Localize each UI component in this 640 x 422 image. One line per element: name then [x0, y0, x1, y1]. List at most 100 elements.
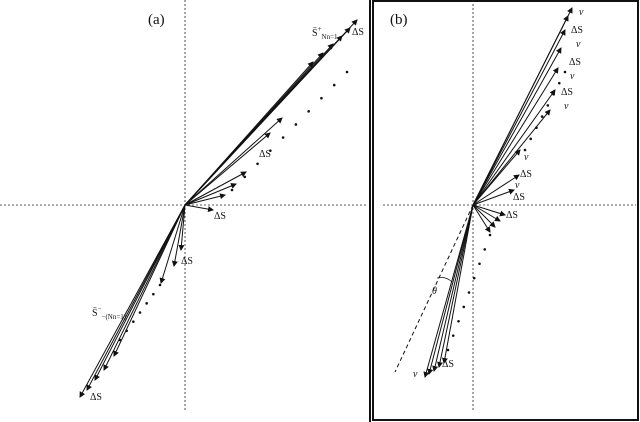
dot	[457, 319, 460, 323]
dot	[125, 329, 128, 333]
vector-arrow	[427, 204, 474, 375]
dot	[546, 104, 550, 107]
angle-label: θ	[432, 286, 437, 297]
vector-arrow	[184, 183, 237, 206]
vector-arrow	[472, 89, 556, 206]
delta-label: ΔS	[352, 27, 364, 38]
vector-label: S̄+Nn=1	[312, 25, 338, 41]
vector-arrow	[184, 132, 271, 206]
dot	[138, 311, 142, 314]
dot	[535, 126, 538, 130]
dot	[488, 233, 492, 237]
vector-arrow	[472, 15, 569, 206]
vector-arrow	[178, 204, 186, 251]
v-label: v	[413, 369, 418, 380]
dot	[118, 338, 122, 342]
dot	[557, 81, 561, 85]
dot	[132, 320, 135, 323]
vector-arrow	[171, 204, 186, 267]
vectors	[79, 7, 573, 398]
dot	[451, 334, 455, 337]
v-label: v	[576, 39, 581, 50]
label-sub: −(Nn=1)	[102, 313, 127, 321]
vector-arrow	[441, 204, 474, 364]
vector-arrow	[184, 204, 214, 213]
dot	[230, 188, 234, 192]
delta-label: ΔS	[259, 149, 271, 160]
vector-arrow	[472, 149, 521, 206]
dot	[472, 276, 476, 280]
vector-arrow	[472, 29, 566, 206]
dot	[256, 162, 259, 166]
delta-label: ΔS	[561, 87, 573, 98]
dot	[307, 110, 310, 113]
v-label: v	[524, 152, 529, 163]
dot	[483, 248, 487, 251]
dot	[145, 302, 148, 305]
v-label: v	[579, 7, 584, 18]
vector-arrow	[184, 61, 314, 206]
dot	[294, 123, 298, 126]
dots	[118, 70, 567, 352]
panel-label: (a)	[148, 12, 165, 28]
label-sup: +	[318, 25, 322, 33]
dot	[467, 291, 471, 294]
vector-arrow	[472, 109, 551, 206]
vector-arrow	[159, 204, 186, 284]
v-label: v	[515, 180, 520, 191]
dot	[281, 136, 285, 139]
vector-arrow	[472, 188, 515, 206]
label-main: S̄	[312, 27, 318, 39]
label-sub: Nn=1	[322, 33, 339, 41]
delta-label: ΔS	[520, 169, 532, 180]
delta-label: ΔS	[90, 392, 102, 403]
dot	[540, 115, 544, 118]
vector-arrow	[472, 47, 562, 206]
vector-arrow	[94, 204, 186, 381]
vector-arrow	[437, 204, 474, 368]
panel-label: (b)	[390, 12, 408, 28]
v-label: v	[564, 101, 569, 112]
vector-arrow	[423, 204, 474, 378]
delta-label: ΔS	[181, 256, 193, 267]
dot	[158, 283, 162, 287]
vector-label: S̄−−(Nn=1)	[92, 305, 127, 321]
vector-arrow	[472, 204, 491, 233]
dot	[152, 292, 155, 296]
vector-arrow	[103, 204, 186, 371]
dashed-reference	[394, 204, 474, 373]
dot	[269, 149, 272, 152]
dot	[529, 137, 533, 141]
dot	[462, 305, 466, 309]
dot	[552, 92, 555, 96]
dot	[243, 175, 247, 179]
vector-arrow	[472, 204, 496, 228]
vector-arrow	[472, 204, 506, 217]
v-label: v	[570, 71, 575, 82]
vector-arrow	[432, 204, 474, 372]
dot	[320, 96, 323, 100]
vector-arrow	[184, 171, 247, 206]
dot	[478, 262, 481, 266]
delta-label: ΔS	[513, 192, 525, 203]
dot	[332, 83, 336, 87]
delta-label: ΔS	[571, 25, 583, 36]
delta-label: ΔS	[442, 359, 454, 370]
vector-arrow	[472, 174, 520, 206]
dot	[345, 70, 349, 74]
vector-arrow	[472, 204, 501, 222]
vector-arrow	[472, 67, 559, 206]
label-main: S̄	[92, 307, 98, 319]
dot	[446, 348, 450, 352]
delta-label: ΔS	[214, 211, 226, 222]
label-sup: −	[98, 305, 102, 313]
angle-arc	[436, 277, 453, 283]
dot	[563, 70, 567, 74]
vector-arrow	[184, 193, 226, 206]
delta-label: ΔS	[569, 57, 581, 68]
delta-label: ΔS	[506, 210, 518, 221]
dot	[523, 148, 527, 152]
panel-b-frame	[372, 0, 639, 421]
